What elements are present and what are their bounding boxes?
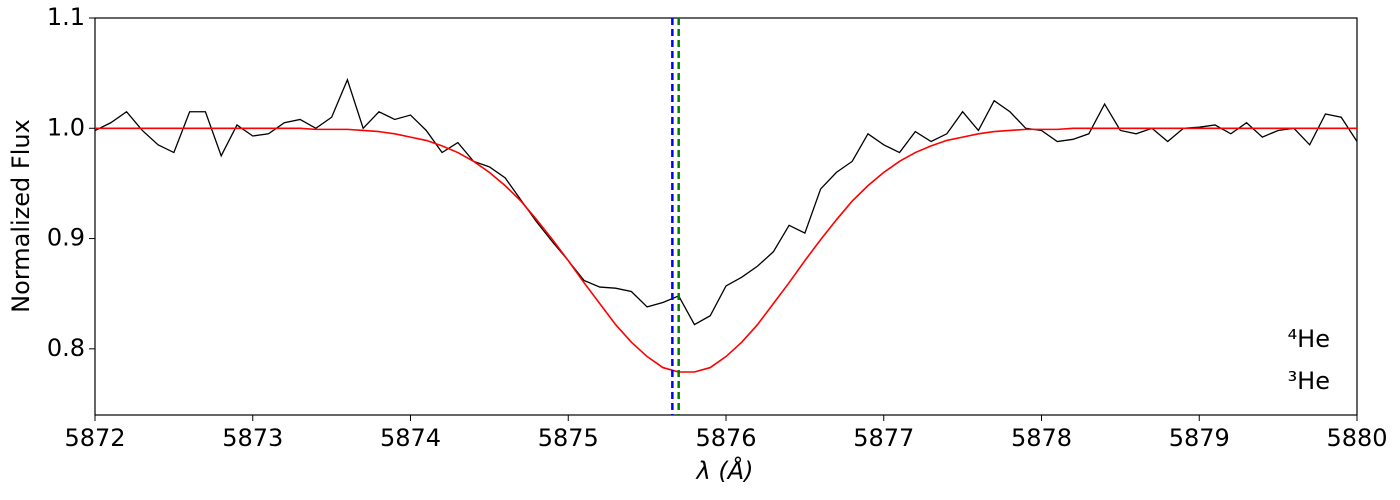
x-tick-label: 5876 xyxy=(695,424,756,452)
x-tick-label: 5880 xyxy=(1326,424,1387,452)
x-tick-label: 5878 xyxy=(1011,424,1072,452)
data-line xyxy=(95,127,1357,373)
y-tick-label: 1.0 xyxy=(47,113,85,141)
x-tick-label: 5873 xyxy=(222,424,283,452)
annotation: ³He xyxy=(1288,367,1330,395)
annotation: ⁴He xyxy=(1288,325,1330,353)
plot-frame xyxy=(94,17,1358,416)
x-tick-label: 5877 xyxy=(853,424,914,452)
data-line xyxy=(94,77,1358,326)
y-tick-label: 0.8 xyxy=(47,334,85,362)
y-tick-label: 0.9 xyxy=(47,224,85,252)
x-tick-label: 5874 xyxy=(380,424,441,452)
x-tick-label: 5875 xyxy=(538,424,599,452)
x-axis-label: λ (Å) xyxy=(695,456,754,485)
x-tick-label: 5872 xyxy=(64,424,125,452)
y-axis-label: Normalized Flux xyxy=(7,119,35,313)
x-tick-label: 5879 xyxy=(1169,424,1230,452)
y-tick-label: 1.1 xyxy=(47,3,85,31)
